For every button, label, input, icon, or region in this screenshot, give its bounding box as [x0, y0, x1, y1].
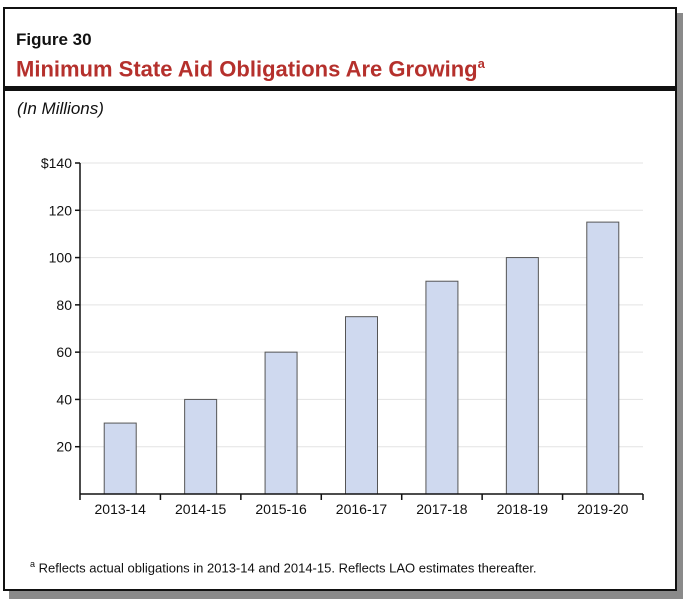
y-tick-label: $140 [41, 155, 72, 171]
y-tick-label: 120 [49, 202, 73, 218]
title-footnote-marker: a [477, 56, 485, 71]
x-tick-label: 2015-16 [255, 501, 307, 517]
bar-2018-19 [505, 257, 539, 495]
x-tick-label: 2014-15 [175, 501, 227, 517]
x-tick-label: 2019-20 [577, 501, 629, 517]
y-tick-label: 80 [56, 297, 72, 313]
x-tick-label: 2017-18 [416, 501, 468, 517]
bar-2013-14 [103, 422, 137, 495]
title-rule [5, 86, 675, 91]
figure-number: Figure 30 [16, 30, 92, 49]
x-tick-label: 2016-17 [336, 501, 388, 517]
y-tick-label: 40 [56, 391, 72, 407]
y-tick-label: 20 [56, 439, 72, 455]
footnote-text: Reflects actual obligations in 2013-14 a… [38, 560, 537, 576]
bar-2019-20 [586, 221, 620, 495]
x-tick-label: 2018-19 [497, 501, 549, 517]
x-tick-label: 2013-14 [95, 501, 147, 517]
units-label: (In Millions) [17, 99, 104, 118]
bar-2016-17 [345, 316, 378, 495]
bar-2015-16 [264, 351, 298, 495]
footnote: a Reflects actual obligations in 2013-14… [30, 559, 537, 575]
y-tick-label: 100 [49, 250, 73, 266]
title-text: Minimum State Aid Obligations Are Growin… [16, 56, 478, 82]
figure-title: Minimum State Aid Obligations Are Growin… [16, 56, 485, 82]
bar-2017-18 [425, 280, 459, 495]
bar-2014-15 [184, 398, 218, 495]
footnote-marker: a [30, 559, 36, 569]
y-tick-label: 60 [56, 344, 72, 360]
